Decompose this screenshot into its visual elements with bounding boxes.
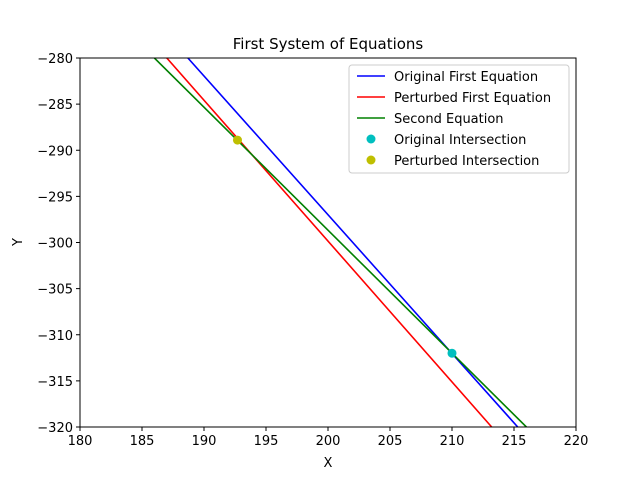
y-axis-label: Y <box>11 238 26 247</box>
y-tick-label: −290 <box>37 144 73 159</box>
x-axis: 180 185 190 195 200 205 210 215 220 <box>68 427 589 449</box>
legend-label: Original Intersection <box>394 133 526 148</box>
original-intersection-legend-swatch <box>366 134 376 144</box>
x-tick-label: 195 <box>254 434 279 449</box>
x-tick-label: 200 <box>316 434 341 449</box>
legend-box <box>348 64 570 174</box>
y-tick-label: −305 <box>37 283 73 298</box>
y-tick-label: −295 <box>37 190 73 205</box>
perturbed-first-equation-line <box>166 58 493 427</box>
x-tick-label: 185 <box>130 434 155 449</box>
y-tick-label: −320 <box>37 421 73 436</box>
y-tick-label: −300 <box>37 237 73 252</box>
legend-label: Perturbed First Equation <box>394 91 551 106</box>
x-tick-label: 210 <box>440 434 465 449</box>
second-equation-line <box>153 58 527 427</box>
x-tick-label: 215 <box>502 434 527 449</box>
legend-label: Perturbed Intersection <box>394 154 539 169</box>
y-tick-label: −280 <box>37 52 73 67</box>
legend: Original First Equation Perturbed First E… <box>348 64 570 174</box>
original-intersection-point <box>447 348 457 358</box>
y-axis: −280 −285 −290 −295 −300 −305 −310 −315 −320 <box>37 52 80 436</box>
series-layer <box>153 58 527 427</box>
y-tick-label: −285 <box>37 98 73 113</box>
original-first-equation-line <box>187 58 519 427</box>
x-tick-label: 190 <box>192 434 217 449</box>
legend-label: Second Equation <box>394 112 504 127</box>
x-axis-label: X <box>324 456 333 471</box>
chart-title: First System of Equations <box>233 35 424 53</box>
x-tick-label: 180 <box>68 434 93 449</box>
legend-label: Original First Equation <box>394 70 538 85</box>
y-tick-label: −315 <box>37 375 73 390</box>
x-tick-label: 205 <box>378 434 403 449</box>
perturbed-intersection-point <box>232 135 242 145</box>
y-tick-label: −310 <box>37 329 73 344</box>
perturbed-intersection-legend-swatch <box>366 155 376 165</box>
x-tick-label: 220 <box>564 434 589 449</box>
